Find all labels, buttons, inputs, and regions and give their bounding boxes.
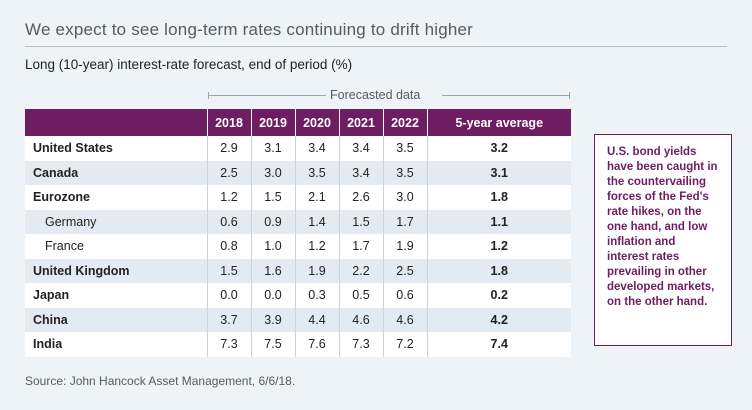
average-cell: 1.2: [426, 234, 571, 259]
value-cell: 7.3: [206, 332, 251, 357]
average-cell: 7.4: [426, 332, 571, 357]
value-cell: 2.6: [338, 185, 383, 210]
value-cell: 2.1: [294, 185, 339, 210]
callout-box: U.S. bond yields have been caught in the…: [594, 134, 732, 346]
table-row: United States 2.9 3.1 3.4 3.4 3.5 3.2: [25, 136, 571, 161]
table-row: Japan 0.0 0.0 0.3 0.5 0.6 0.2: [25, 283, 571, 308]
forecast-label: Forecasted data: [330, 88, 421, 102]
value-cell: 4.4: [294, 307, 339, 332]
value-cell: 1.9: [382, 234, 427, 259]
average-cell: 1.1: [426, 209, 571, 234]
value-cell: 1.7: [338, 234, 383, 259]
header-col: 2019: [250, 109, 295, 136]
bracket-line-right: [442, 95, 570, 96]
value-cell: 3.0: [250, 160, 295, 185]
value-cell: 3.5: [382, 136, 427, 161]
average-cell: 4.2: [426, 307, 571, 332]
value-cell: 3.0: [382, 185, 427, 210]
value-cell: 0.8: [206, 234, 251, 259]
value-cell: 0.6: [206, 209, 251, 234]
value-cell: 0.0: [250, 283, 295, 308]
value-cell: 1.5: [250, 185, 295, 210]
value-cell: 1.5: [206, 258, 251, 283]
bracket-line-left: [208, 95, 326, 96]
value-cell: 0.6: [382, 283, 427, 308]
header-col: 2020: [294, 109, 339, 136]
value-cell: 3.4: [294, 136, 339, 161]
value-cell: 0.3: [294, 283, 339, 308]
country-cell: Canada: [25, 160, 207, 185]
header-col: 2021: [338, 109, 383, 136]
country-cell: Eurozone: [25, 185, 207, 210]
value-cell: 3.5: [382, 160, 427, 185]
value-cell: 3.7: [206, 307, 251, 332]
value-cell: 1.4: [294, 209, 339, 234]
country-cell: United Kingdom: [25, 258, 207, 283]
value-cell: 7.6: [294, 332, 339, 357]
average-cell: 1.8: [426, 258, 571, 283]
country-cell: France: [25, 234, 207, 259]
value-cell: 0.0: [206, 283, 251, 308]
value-cell: 3.4: [338, 160, 383, 185]
value-cell: 1.2: [206, 185, 251, 210]
value-cell: 1.2: [294, 234, 339, 259]
country-cell: Germany: [25, 209, 207, 234]
header-col: 5-year average: [426, 109, 571, 136]
table-row: Canada 2.5 3.0 3.5 3.4 3.5 3.1: [25, 160, 571, 185]
average-cell: 1.8: [426, 185, 571, 210]
value-cell: 0.9: [250, 209, 295, 234]
header-country: [25, 109, 207, 136]
source-note: Source: John Hancock Asset Management, 6…: [25, 374, 296, 388]
country-cell: Japan: [25, 283, 207, 308]
title-divider: [25, 46, 727, 47]
value-cell: 7.3: [338, 332, 383, 357]
table-row: United Kingdom 1.5 1.6 1.9 2.2 2.5 1.8: [25, 258, 571, 283]
page-title: We expect to see long-term rates continu…: [25, 20, 474, 39]
value-cell: 0.5: [338, 283, 383, 308]
value-cell: 2.2: [338, 258, 383, 283]
value-cell: 2.5: [382, 258, 427, 283]
country-cell: United States: [25, 136, 207, 161]
header-col: 2022: [382, 109, 427, 136]
table-header-row: 2018 2019 2020 2021 2022 5-year average: [25, 109, 571, 136]
value-cell: 7.2: [382, 332, 427, 357]
header-col: 2018: [206, 109, 251, 136]
value-cell: 3.1: [250, 136, 295, 161]
bracket-tick-right: [569, 92, 570, 99]
forecast-table: 2018 2019 2020 2021 2022 5-year average Unite…: [25, 109, 571, 357]
forecast-bracket: Forecasted data: [208, 88, 570, 102]
value-cell: 1.7: [382, 209, 427, 234]
average-cell: 3.2: [426, 136, 571, 161]
table-row: Eurozone 1.2 1.5 2.1 2.6 3.0 1.8: [25, 185, 571, 210]
value-cell: 1.9: [294, 258, 339, 283]
country-cell: India: [25, 332, 207, 357]
average-cell: 3.1: [426, 160, 571, 185]
table-row: China 3.7 3.9 4.4 4.6 4.6 4.2: [25, 307, 571, 332]
value-cell: 4.6: [382, 307, 427, 332]
subtitle: Long (10-year) interest-rate forecast, e…: [25, 57, 353, 72]
value-cell: 1.5: [338, 209, 383, 234]
value-cell: 3.4: [338, 136, 383, 161]
average-cell: 0.2: [426, 283, 571, 308]
value-cell: 1.6: [250, 258, 295, 283]
value-cell: 3.5: [294, 160, 339, 185]
country-cell: China: [25, 307, 207, 332]
value-cell: 1.0: [250, 234, 295, 259]
value-cell: 3.9: [250, 307, 295, 332]
value-cell: 2.9: [206, 136, 251, 161]
value-cell: 7.5: [250, 332, 295, 357]
table-row: France 0.8 1.0 1.2 1.7 1.9 1.2: [25, 234, 571, 259]
value-cell: 2.5: [206, 160, 251, 185]
table-row: India 7.3 7.5 7.6 7.3 7.2 7.4: [25, 332, 571, 357]
value-cell: 4.6: [338, 307, 383, 332]
table-row: Germany 0.6 0.9 1.4 1.5 1.7 1.1: [25, 209, 571, 234]
